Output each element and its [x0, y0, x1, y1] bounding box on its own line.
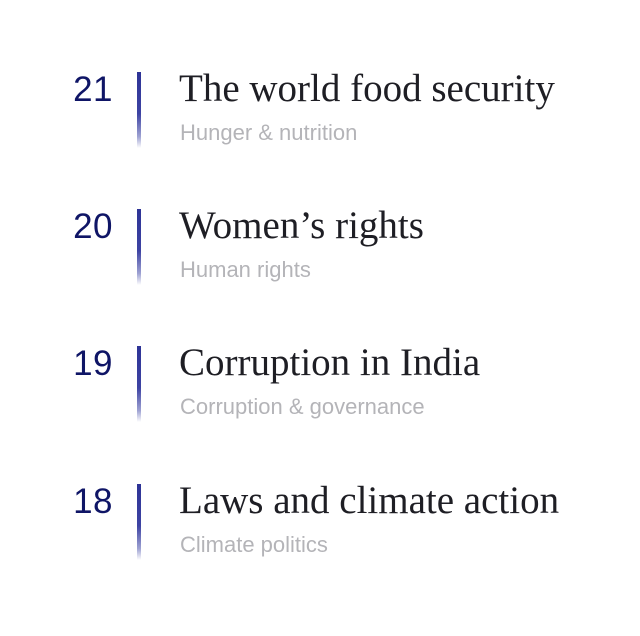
item-number: 21 — [73, 70, 113, 109]
item-title[interactable]: Corruption in India — [179, 341, 481, 384]
item-number: 20 — [73, 207, 113, 246]
item-category[interactable]: Climate politics — [180, 532, 328, 557]
item-title[interactable]: The world food security — [179, 67, 555, 110]
accent-bar — [137, 72, 141, 148]
accent-bar — [137, 209, 141, 285]
item-title[interactable]: Women’s rights — [179, 204, 424, 247]
list-item[interactable]: 20 Women’s rights Human rights — [0, 204, 640, 319]
item-category[interactable]: Hunger & nutrition — [180, 120, 358, 145]
list-item[interactable]: 18 Laws and climate action Climate polit… — [0, 479, 640, 594]
accent-bar — [137, 346, 141, 422]
item-category[interactable]: Human rights — [180, 257, 311, 282]
accent-bar — [137, 484, 141, 560]
item-number: 19 — [73, 344, 113, 383]
item-number: 18 — [73, 482, 113, 521]
list-item[interactable]: 19 Corruption in India Corruption & gove… — [0, 341, 640, 456]
item-category[interactable]: Corruption & governance — [180, 394, 425, 419]
list-item[interactable]: 21 The world food security Hunger & nutr… — [0, 67, 640, 182]
item-title[interactable]: Laws and climate action — [179, 479, 560, 522]
